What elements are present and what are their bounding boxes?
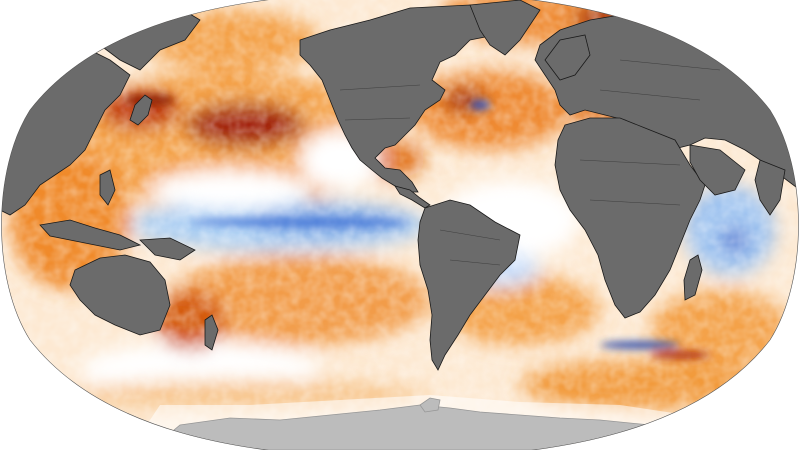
greenland	[469, 0, 541, 56]
equatorial-cool-streak	[190, 218, 410, 226]
antarctic-warm-streak	[650, 351, 710, 359]
arabian-peninsula	[689, 144, 746, 196]
scandinavia	[544, 34, 591, 81]
gulf-stream-cool-streak	[470, 100, 490, 110]
madagascar	[683, 254, 703, 301]
antarctic-sea-ice	[130, 395, 760, 450]
india	[754, 159, 786, 216]
country-borders	[339, 59, 721, 266]
south-america	[417, 199, 521, 371]
new-zealand	[204, 314, 219, 351]
central-america	[394, 185, 431, 209]
japan	[129, 94, 153, 126]
indonesia	[39, 219, 142, 251]
antarctic-cool-streak	[600, 341, 680, 349]
australia	[69, 254, 171, 336]
philippines	[99, 169, 116, 206]
africa	[554, 117, 706, 319]
new-guinea	[139, 237, 196, 261]
